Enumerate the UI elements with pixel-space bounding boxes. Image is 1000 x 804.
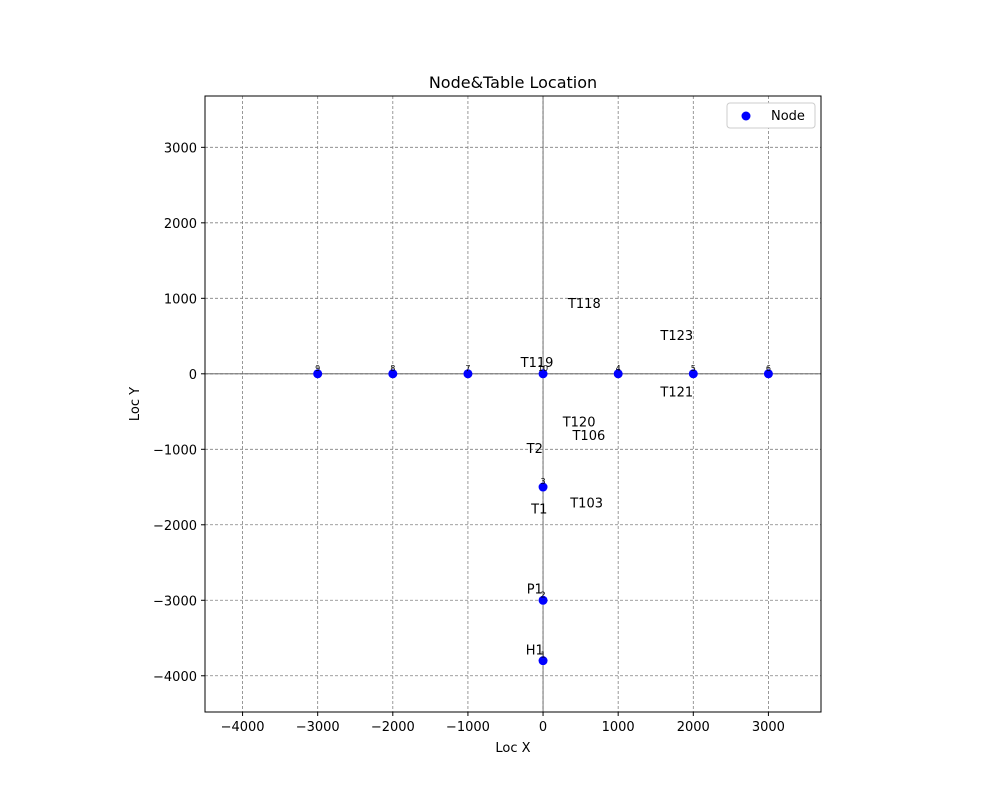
- node-label: 6: [766, 364, 771, 373]
- table-label: T103: [569, 496, 603, 511]
- node-label: 2: [541, 590, 546, 599]
- plot-frame: [204, 95, 822, 713]
- table-label: T119: [520, 356, 554, 371]
- x-tick-label: 1000: [602, 720, 635, 735]
- x-tick-label: −3000: [296, 720, 340, 735]
- y-tick-label: −3000: [153, 594, 197, 609]
- node-label: 4: [616, 364, 621, 373]
- x-tick-label: −4000: [221, 720, 265, 735]
- node-point: [613, 369, 623, 379]
- node-point: [538, 369, 548, 379]
- x-tick-label: 0: [539, 720, 547, 735]
- node-label: 8: [390, 364, 395, 373]
- data-points: 9 8 7 10 4 5 6 3 2 1: [313, 364, 773, 666]
- zero-axis-lines: [205, 96, 821, 712]
- y-tick-label: 3000: [164, 141, 197, 156]
- table-label: T106: [571, 429, 605, 444]
- table-label: T120: [562, 416, 596, 431]
- node-label: 9: [315, 364, 320, 373]
- table-label: T2: [526, 442, 543, 457]
- legend-label-node: Node: [771, 109, 805, 124]
- y-tick-label: −2000: [153, 519, 197, 534]
- legend-marker: [741, 111, 751, 121]
- y-axis-label: Loc Y: [128, 387, 143, 421]
- y-tick-label: 2000: [164, 217, 197, 232]
- table-label: T121: [659, 385, 693, 400]
- y-tick-label: 1000: [164, 292, 197, 307]
- node-label: 5: [691, 364, 696, 373]
- node-point: [763, 369, 773, 379]
- ticks: −4000 −3000 −2000 −1000 0 1000 2000 3000 −4000 −3…: [153, 141, 785, 735]
- node-point: [388, 369, 398, 379]
- node-point: [538, 482, 548, 492]
- table-label: H1: [526, 644, 544, 659]
- table-label: T123: [659, 329, 693, 344]
- chart-title: Node&Table Location: [429, 73, 597, 92]
- y-tick-label: 0: [189, 368, 197, 383]
- x-tick-label: 2000: [677, 720, 710, 735]
- node-point: [688, 369, 698, 379]
- node-label: 10: [538, 364, 548, 373]
- node-point: [538, 656, 548, 666]
- node-label: 1: [541, 651, 546, 660]
- y-tick-label: −1000: [153, 443, 197, 458]
- node-label: 3: [541, 477, 546, 486]
- node-point: [463, 369, 473, 379]
- node-point: [538, 595, 548, 605]
- node-label: 7: [465, 364, 470, 373]
- x-tick-label: −2000: [371, 720, 415, 735]
- node-point: [313, 369, 323, 379]
- table-label: P1: [527, 582, 543, 597]
- table-label: T118: [567, 297, 601, 312]
- legend-box: [726, 102, 816, 129]
- x-axis-label: Loc X: [495, 741, 530, 756]
- legend: Node: [726, 102, 816, 129]
- y-tick-label: −4000: [153, 670, 197, 685]
- x-tick-label: −1000: [446, 720, 490, 735]
- table-label: T1: [530, 502, 547, 517]
- x-tick-label: 3000: [752, 720, 785, 735]
